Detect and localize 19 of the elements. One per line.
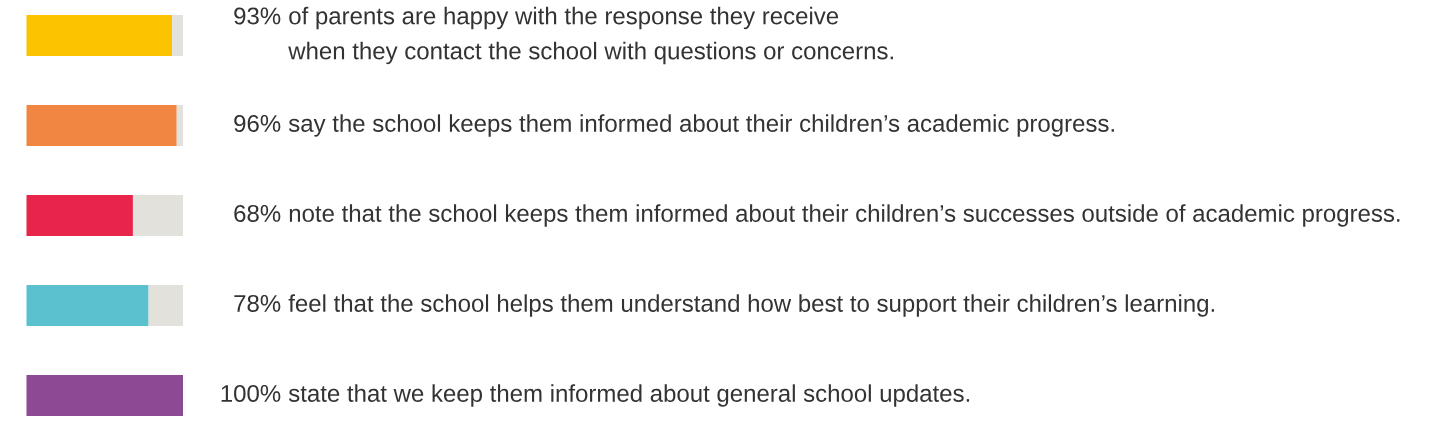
data-label: 93% [234, 7, 281, 25]
bar [172, 14, 183, 57]
data-label: 100% [221, 384, 281, 402]
data-label: 78% [234, 294, 281, 312]
y-tick-label: feel that the school helps them understand how best to support their children’s learning. [288, 294, 1215, 317]
bar [26, 284, 149, 327]
bar [26, 194, 133, 237]
bar [148, 284, 183, 327]
y-tick-label: say the school keeps them informed about their children’s academic progress. [288, 114, 1114, 137]
bar [26, 14, 173, 57]
y-tick-label: state that we keep them informed about general school updates. [288, 384, 970, 407]
bar [26, 104, 177, 147]
bar [176, 104, 183, 147]
bar [132, 194, 183, 237]
data-label: 68% [234, 204, 281, 222]
bar [26, 374, 183, 417]
y-tick-label: note that the school keeps them informed about their children’s successes outside of academic progress. [289, 204, 1400, 227]
data-label: 96% [234, 114, 281, 132]
y-tick-label: of parents are happy with the response they receive when they contact the school with questions or concerns. [288, 6, 893, 65]
